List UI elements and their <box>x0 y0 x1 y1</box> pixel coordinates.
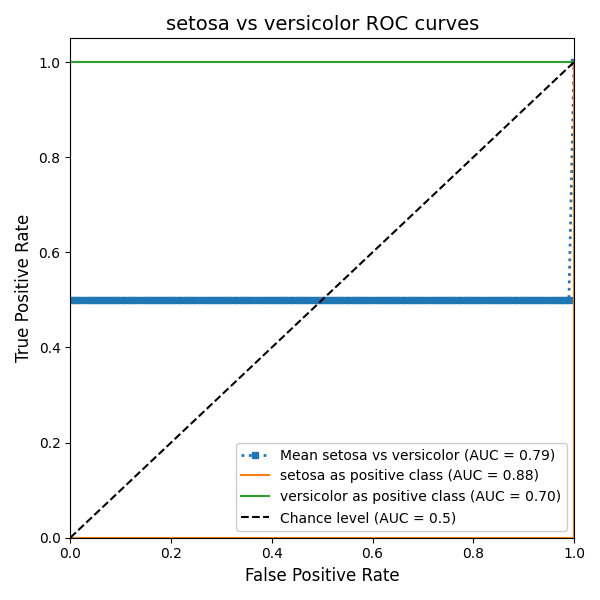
Mean setosa vs versicolor (AUC = 0.79) <box>530 296 537 304</box>
setosa as positive class (AUC = 0.88) <box>67 534 74 541</box>
Line: setosa as positive class (AUC = 0.88): setosa as positive class (AUC = 0.88) <box>70 62 574 538</box>
Mean setosa vs versicolor (AUC = 0.79) <box>163 296 170 304</box>
versicolor as positive class (AUC = 0.70) <box>67 59 74 66</box>
setosa as positive class (AUC = 0.88) <box>571 534 578 541</box>
versicolor as positive class (AUC = 0.70) <box>571 59 578 66</box>
Mean setosa vs versicolor (AUC = 0.79) <box>326 296 334 304</box>
Mean setosa vs versicolor (AUC = 0.79) <box>67 296 74 304</box>
Mean setosa vs versicolor (AUC = 0.79) <box>545 296 552 304</box>
Line: versicolor as positive class (AUC = 0.70): versicolor as positive class (AUC = 0.70… <box>70 62 574 538</box>
setosa as positive class (AUC = 0.88) <box>77 534 84 541</box>
Mean setosa vs versicolor (AUC = 0.79) <box>571 59 578 66</box>
Line: Mean setosa vs versicolor (AUC = 0.79): Mean setosa vs versicolor (AUC = 0.79) <box>67 59 577 304</box>
Legend: Mean setosa vs versicolor (AUC = 0.79), setosa as positive class (AUC = 0.88), v: Mean setosa vs versicolor (AUC = 0.79), … <box>236 443 567 531</box>
Y-axis label: True Positive Rate: True Positive Rate <box>15 214 33 362</box>
Title: setosa vs versicolor ROC curves: setosa vs versicolor ROC curves <box>166 15 479 34</box>
setosa as positive class (AUC = 0.88) <box>571 59 578 66</box>
X-axis label: False Positive Rate: False Positive Rate <box>245 567 400 585</box>
Mean setosa vs versicolor (AUC = 0.79) <box>184 296 191 304</box>
Mean setosa vs versicolor (AUC = 0.79) <box>367 296 374 304</box>
versicolor as positive class (AUC = 0.70) <box>67 534 74 541</box>
versicolor as positive class (AUC = 0.70) <box>67 524 74 532</box>
